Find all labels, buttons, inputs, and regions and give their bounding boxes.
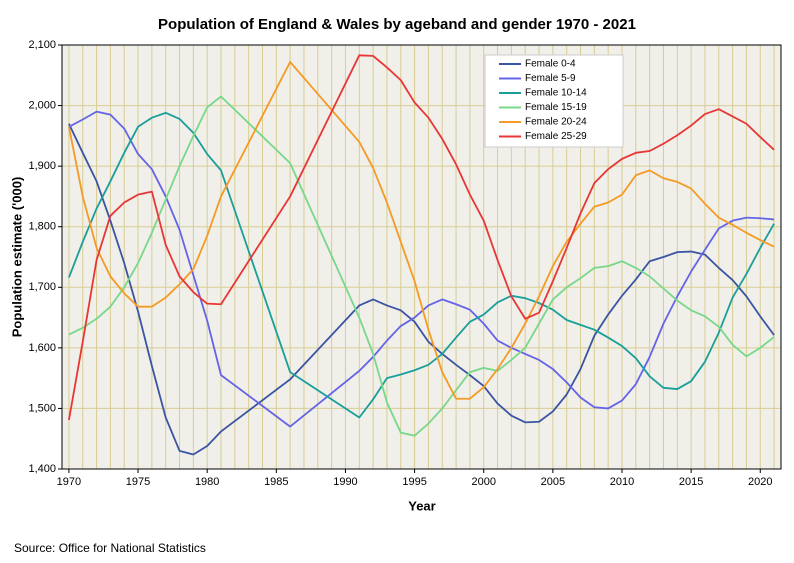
series-line — [68, 95, 775, 437]
series-line — [68, 123, 775, 456]
y-tick-label: 1,900 — [28, 160, 56, 172]
x-tick-label: 2000 — [471, 476, 495, 488]
series-line — [68, 111, 775, 419]
y-tick-label: 2,000 — [28, 99, 56, 111]
legend-label: Female 20-24 — [525, 117, 587, 128]
series-line — [68, 61, 775, 400]
y-tick-label: 1,500 — [28, 402, 56, 414]
x-tick-label: 2010 — [610, 476, 634, 488]
y-tick-label: 1,700 — [28, 281, 56, 293]
x-tick-label: 1995 — [402, 476, 426, 488]
x-tick-label: 1980 — [195, 476, 219, 488]
legend-label: Female 5-9 — [525, 73, 576, 84]
source-note: Source: Office for National Statistics — [14, 541, 206, 555]
plot-frame — [61, 44, 782, 470]
x-axis-label: Year — [408, 498, 435, 513]
legend-label: Female 10-14 — [525, 88, 587, 99]
legend-label: Female 25-29 — [525, 131, 587, 142]
x-tick-label: 2005 — [541, 476, 565, 488]
legend-box — [484, 54, 624, 148]
x-tick-label: 2015 — [679, 476, 703, 488]
y-tick-label: 1,600 — [28, 342, 56, 354]
x-tick-label: 1990 — [333, 476, 357, 488]
legend-label: Female 0-4 — [525, 59, 576, 70]
x-tick-label: 1985 — [264, 476, 288, 488]
x-tick-label: 1975 — [126, 476, 150, 488]
y-axis-label: Population estimate ('000) — [9, 177, 24, 338]
plot-background — [62, 45, 781, 469]
y-tick-label: 2,100 — [28, 39, 56, 51]
x-tick-label: 2020 — [748, 476, 772, 488]
series-line — [68, 110, 775, 428]
series-line — [68, 54, 775, 421]
y-tick-label: 1,800 — [28, 221, 56, 233]
chart-title: Population of England & Wales by ageband… — [158, 16, 636, 33]
legend-label: Female 15-19 — [525, 102, 587, 113]
x-tick-label: 1970 — [57, 476, 81, 488]
y-tick-label: 1,400 — [28, 463, 56, 475]
